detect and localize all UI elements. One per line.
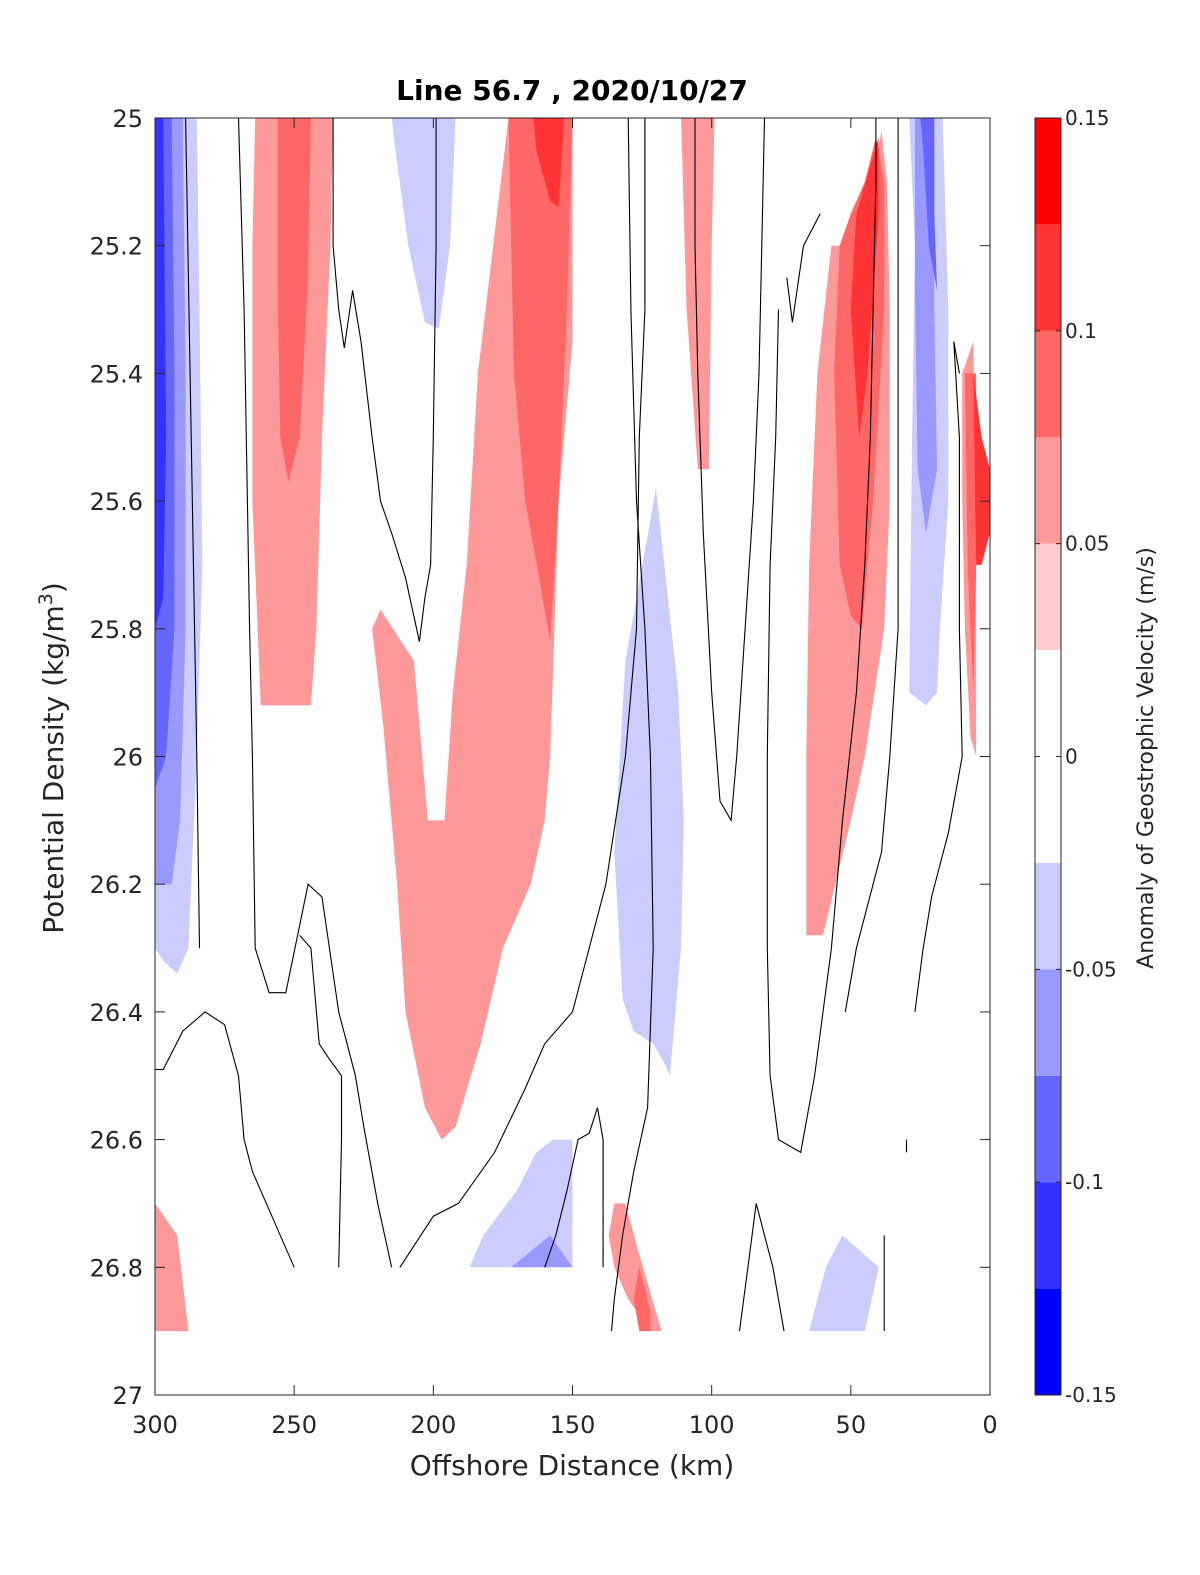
filled-region-9: [533, 118, 565, 208]
filled-region-24: [608, 1203, 662, 1332]
y-tick-label: 25: [112, 105, 143, 133]
x-axis-title: Offshore Distance (km): [410, 1449, 735, 1482]
colorbar-swatch-2: [1035, 1075, 1061, 1183]
colorbar-tick-label: 0.05: [1065, 532, 1110, 556]
colorbar-swatch-10: [1035, 118, 1061, 225]
contour-line-11: [844, 118, 899, 1012]
contour-lines: [155, 117, 963, 1332]
filled-region-15: [850, 137, 879, 438]
y-tick-label: 26.8: [90, 1254, 143, 1282]
chart-title: Line 56.7 , 2020/10/27: [396, 74, 748, 107]
y-tick-label: 27: [112, 1382, 143, 1410]
contour-line-7: [544, 1107, 604, 1268]
x-tick-label: 150: [550, 1411, 596, 1439]
x-axis: 300 250 200 150 100 50 0: [132, 118, 998, 1439]
filled-region-5: [277, 118, 311, 482]
filled-region-23: [511, 1235, 573, 1268]
x-tick-label: 0: [982, 1411, 997, 1439]
contour-line-3: [332, 118, 437, 642]
y-tick-label: 26: [112, 744, 143, 772]
colorbar-swatch-7: [1035, 437, 1061, 544]
y-axis-title-superscript: 3: [35, 593, 57, 605]
contour-line-15: [738, 1203, 785, 1332]
y-axis-title-main: Potential Density (kg/m: [37, 605, 70, 934]
contour-line-2: [155, 1011, 295, 1268]
colorbar-swatch-9: [1035, 224, 1061, 331]
contour-line-8: [694, 117, 766, 823]
y-tick-label: 26.2: [90, 871, 143, 899]
colorbar-tick-label: 0.1: [1065, 319, 1097, 343]
x-tick-label: 50: [836, 1411, 867, 1439]
colorbar-tick-label: -0.15: [1065, 1383, 1117, 1407]
y-tick-label: 25.4: [90, 360, 143, 388]
filled-region-8: [508, 118, 573, 642]
contour-line-5: [399, 118, 646, 1268]
y-axis-title-close: ): [37, 582, 70, 593]
contour-line-4: [299, 934, 343, 1268]
y-tick-label: 25.6: [90, 488, 143, 516]
contour-line-1: [237, 117, 393, 1268]
colorbar-tick-label: 0.15: [1065, 106, 1110, 130]
filled-region-10: [447, 948, 462, 1012]
y-axis-title: Potential Density (kg/m3): [35, 582, 70, 934]
filled-region-27: [809, 1235, 879, 1332]
filled-region-6: [391, 118, 456, 329]
y-tick-label: 26.4: [90, 999, 143, 1027]
colorbar-swatch-1: [1035, 1182, 1061, 1289]
contour-line-12: [914, 341, 963, 1012]
x-tick-label: 300: [132, 1411, 178, 1439]
filled-contours: [155, 118, 990, 1332]
filled-region-26: [155, 1203, 189, 1332]
filled-region-25: [633, 1267, 651, 1332]
colorbar-tick-label: 0: [1065, 745, 1078, 769]
colorbar-tick-label: -0.1: [1065, 1170, 1104, 1194]
filled-region-18: [920, 118, 938, 291]
contour-line-6: [610, 117, 654, 1332]
colorbar-swatch-0: [1035, 1288, 1061, 1395]
contour-line-0: [185, 117, 201, 949]
plot-area: [154, 117, 991, 1396]
filled-region-11: [681, 118, 715, 470]
colorbar-swatch-4: [1035, 862, 1061, 970]
contour-line-9: [766, 118, 877, 1154]
colorbar-title: Anomaly of Geostrophic Velocity (m/s): [1134, 547, 1159, 969]
y-axis: 25 25.2 25.4 25.6 25.8 26 26.2 26.4 26.6 26.8 27: [90, 105, 990, 1410]
colorbar-swatch-8: [1035, 330, 1061, 438]
contour-line-10: [786, 213, 821, 323]
x-tick-label: 100: [689, 1411, 735, 1439]
filled-region-12: [614, 488, 684, 1076]
x-tick-label: 250: [271, 1411, 317, 1439]
y-tick-label: 26.6: [90, 1127, 143, 1155]
colorbar-tick-label: -0.05: [1065, 957, 1117, 981]
filled-region-21: [973, 373, 990, 565]
y-tick-label: 25.8: [90, 616, 143, 644]
y-tick-label: 25.2: [90, 233, 143, 261]
colorbar-swatch-6: [1035, 543, 1061, 651]
filled-region-22: [469, 1139, 573, 1268]
colorbar-swatch-3: [1035, 969, 1061, 1076]
filled-region-20: [964, 373, 977, 693]
x-tick-label: 200: [410, 1411, 456, 1439]
colorbar: 0.15 0.1 0.05 0 -0.05 -0.1 -0.15: [1034, 106, 1117, 1407]
